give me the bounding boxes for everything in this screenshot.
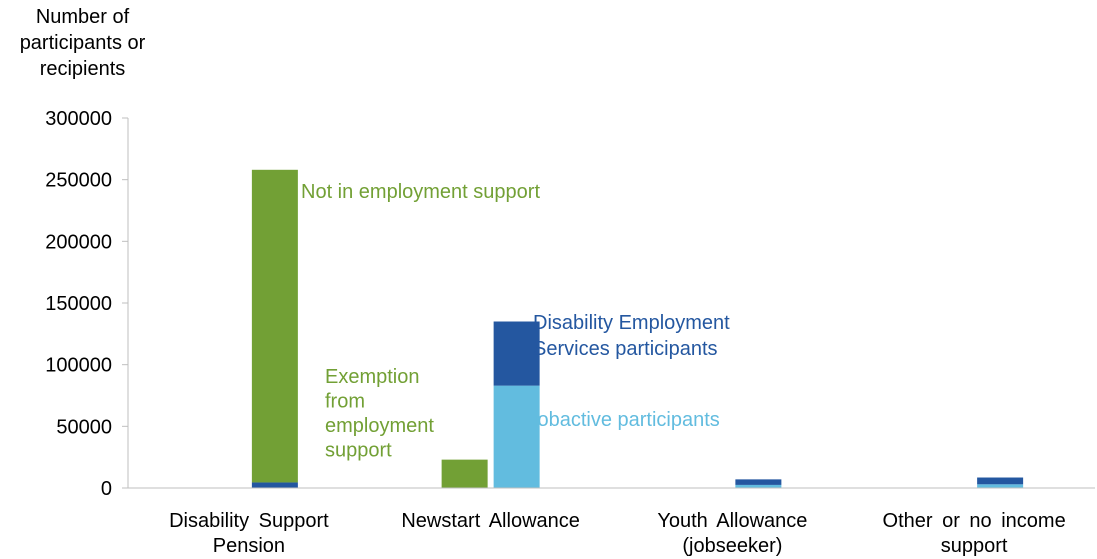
x-category-label: Newstart Allowance [401, 510, 580, 532]
y-tick-label: 50000 [56, 416, 112, 438]
annotation-des: Disability Employment Services participan… [533, 312, 730, 360]
y-tick-label: 250000 [45, 170, 112, 192]
bar-segment-des [977, 477, 1024, 485]
annotation-jobactive: jobactive participants [532, 409, 720, 431]
x-category-label: Disability Support Pension [169, 510, 329, 557]
bar-segment-des [735, 479, 782, 485]
y-tick-label: 100000 [45, 355, 112, 377]
bar-segment-jobactive [735, 484, 782, 488]
bar-segment-des [493, 321, 540, 386]
bar-segment-jobactive [977, 484, 1024, 488]
y-tick-label: 300000 [45, 108, 112, 130]
y-axis-title: Number of participants or recipients [19, 6, 146, 80]
bar-segment-jobactive [493, 385, 540, 488]
bar-segment-des [251, 482, 298, 488]
bar-segment-exemption [441, 459, 488, 488]
y-tick-label: 150000 [45, 293, 112, 315]
y-tick-label: 200000 [45, 231, 112, 253]
bar-segment-not_in_es [251, 169, 298, 483]
x-category-label: Other or no income support [883, 510, 1066, 557]
x-category-label: Youth Allowance (jobseeker) [657, 510, 807, 557]
annotation-not_in_es: Not in employment support [301, 181, 540, 203]
y-tick-label: 0 [101, 478, 112, 500]
annotation-exemption: Exemption from employment support [325, 366, 434, 462]
